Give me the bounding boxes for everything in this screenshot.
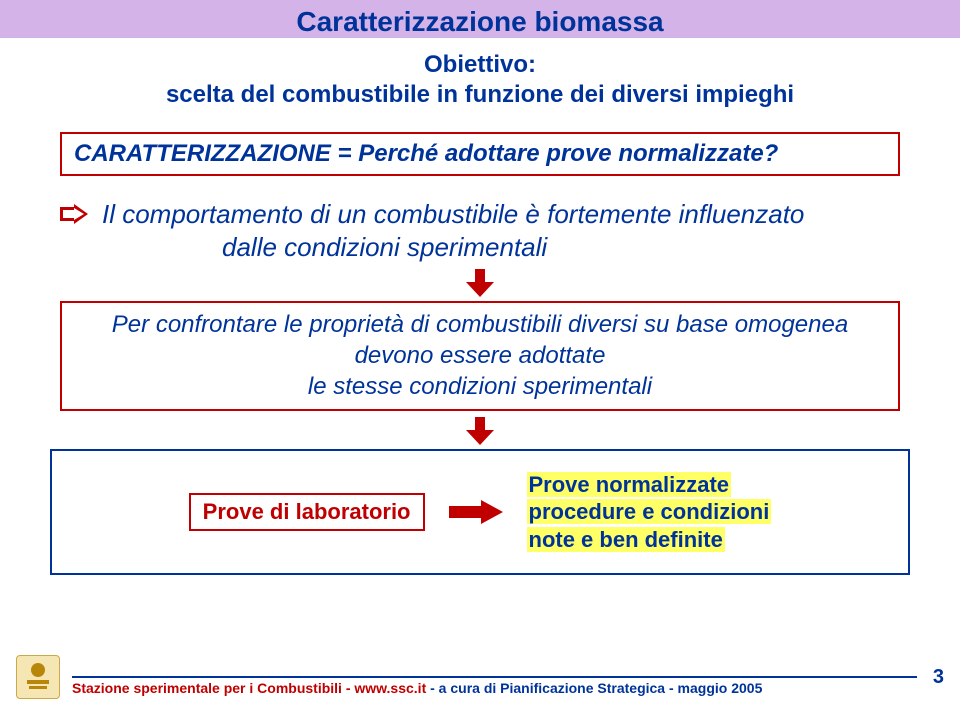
footer-p1: Stazione sperimentale per i Combustibili…	[72, 680, 426, 696]
compare-line2: devono essere adottate	[74, 340, 886, 371]
page-number: 3	[933, 666, 944, 689]
right-arrow-icon	[449, 500, 503, 524]
bullet-arrow-icon	[60, 204, 88, 224]
question-box: CARATTERIZZAZIONE = Perché adottare prov…	[60, 132, 900, 176]
bullet-row: Il comportamento di un combustibile è fo…	[60, 198, 900, 263]
compare-box: Per confrontare le proprietà di combusti…	[60, 301, 900, 411]
norm-line3: note e ben definite	[527, 527, 725, 552]
down-arrow-icon-1	[466, 269, 494, 297]
bullet-line2: dalle condizioni sperimentali	[102, 232, 547, 262]
norm-line1: Prove normalizzate	[527, 472, 732, 497]
footer-text: Stazione sperimentale per i Combustibili…	[72, 680, 762, 696]
footer-p2: - a cura di Pianificazione Strategica	[426, 680, 665, 696]
norm-box: Prove normalizzate procedure e condizion…	[527, 471, 772, 554]
slide-title: Caratterizzazione biomassa	[0, 0, 960, 38]
bullet-line1: Il comportamento di un combustibile è fo…	[102, 199, 804, 229]
down-arrow-icon-2	[466, 417, 494, 445]
compare-line1: Per confrontare le proprietà di combusti…	[74, 309, 886, 340]
footer-line: Stazione sperimentale per i Combustibili…	[72, 676, 917, 678]
lab-box: Prove di laboratorio	[189, 493, 425, 531]
bullet-text: Il comportamento di un combustibile è fo…	[102, 198, 804, 263]
objective-text: scelta del combustibile in funzione dei …	[0, 80, 960, 110]
norm-line2: procedure e condizioni	[527, 499, 772, 524]
outer-box: Prove di laboratorio Prove normalizzate …	[50, 449, 910, 576]
logo-icon	[16, 655, 60, 699]
compare-line3: le stesse condizioni sperimentali	[74, 371, 886, 402]
footer-p3: - maggio 2005	[665, 680, 762, 696]
footer: Stazione sperimentale per i Combustibili…	[0, 655, 960, 699]
objective-label: Obiettivo:	[0, 50, 960, 80]
objective-block: Obiettivo: scelta del combustibile in fu…	[0, 50, 960, 110]
